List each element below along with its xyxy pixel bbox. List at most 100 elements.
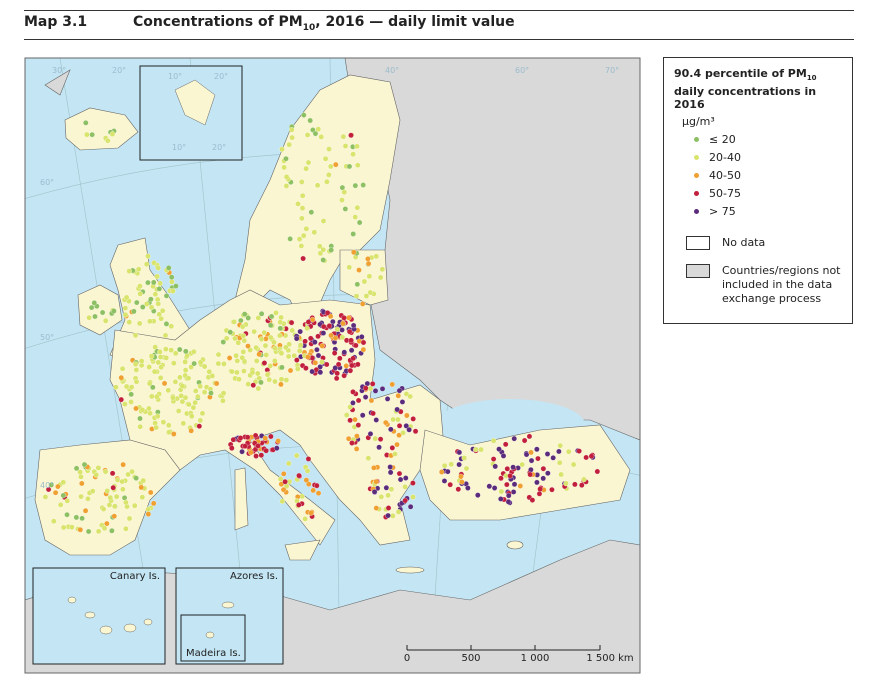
station-dot	[208, 390, 214, 396]
station-dot	[475, 492, 481, 498]
station-dot	[199, 410, 206, 417]
station-dot	[231, 319, 237, 325]
station-dot	[341, 189, 348, 195]
station-dot	[400, 430, 406, 436]
station-dot	[258, 452, 265, 458]
no-data-label: No data	[722, 236, 766, 250]
station-dot	[172, 379, 179, 385]
station-dot	[150, 500, 157, 507]
graticule-label: 20°	[214, 72, 228, 81]
station-dot	[123, 499, 129, 506]
station-dot	[296, 348, 303, 354]
station-dot	[331, 350, 338, 356]
no-data-swatch	[686, 236, 710, 251]
station-dot	[160, 419, 167, 425]
legend-dot	[694, 209, 699, 215]
station-dot	[594, 468, 601, 475]
station-dot	[201, 389, 208, 395]
station-dot	[84, 131, 90, 138]
station-dot	[367, 431, 374, 437]
legend-item: 20-40	[674, 151, 842, 164]
station-dot	[132, 361, 139, 367]
station-dot	[502, 441, 509, 448]
station-dot	[354, 162, 361, 168]
station-dot	[346, 163, 353, 170]
station-dot	[277, 332, 283, 339]
station-dot	[213, 380, 220, 387]
station-dot	[523, 451, 530, 458]
station-dot	[312, 339, 318, 345]
station-dot	[78, 493, 84, 500]
station-dot	[285, 353, 292, 360]
station-dot	[241, 311, 248, 317]
station-dot	[137, 291, 143, 297]
legend-dot	[694, 173, 699, 179]
scale-label: 1 000	[521, 653, 550, 664]
station-dot	[583, 454, 589, 461]
station-dot	[277, 325, 284, 332]
station-dot	[534, 446, 540, 453]
station-dot	[373, 505, 380, 511]
station-dot	[140, 304, 146, 310]
station-dot	[317, 369, 324, 375]
station-dot	[373, 478, 379, 485]
station-dot	[326, 323, 333, 329]
station-dot	[303, 165, 309, 172]
station-dot	[152, 291, 159, 297]
station-dot	[359, 301, 366, 307]
station-dot	[302, 516, 308, 522]
station-dot	[86, 314, 92, 321]
station-dot	[343, 412, 350, 418]
legend-item: 50-75	[674, 187, 842, 200]
station-dot	[157, 349, 163, 355]
station-dot	[118, 396, 124, 403]
station-dot	[191, 348, 197, 355]
station-dot	[209, 373, 216, 379]
station-dot	[64, 511, 70, 518]
station-dot	[404, 412, 410, 419]
station-dot	[526, 433, 533, 440]
station-dot	[529, 497, 536, 503]
station-dot	[158, 364, 164, 370]
station-dot	[387, 464, 393, 470]
station-dot	[383, 419, 389, 426]
station-dot	[315, 490, 322, 496]
station-dot	[234, 358, 241, 364]
station-dot	[410, 494, 416, 500]
station-dot	[354, 433, 360, 439]
station-dot	[223, 335, 230, 342]
station-dot	[360, 346, 367, 353]
station-dot	[120, 461, 126, 468]
station-dot	[101, 525, 108, 531]
station-dot	[544, 451, 551, 457]
station-dot	[302, 338, 308, 345]
station-dot	[354, 143, 360, 150]
station-dot	[461, 455, 468, 461]
station-dot	[341, 315, 347, 321]
station-dot	[258, 379, 264, 386]
station-dot	[182, 359, 188, 365]
station-dot	[146, 364, 152, 370]
station-dot	[360, 182, 366, 188]
station-dot	[131, 308, 137, 315]
station-dot	[377, 436, 384, 442]
station-dot	[133, 405, 139, 412]
station-dot	[264, 371, 271, 378]
station-dot	[373, 417, 379, 423]
station-dot	[365, 256, 371, 262]
station-dot	[355, 397, 362, 404]
station-dot	[537, 486, 543, 492]
station-dot	[157, 280, 163, 287]
station-dot	[255, 443, 261, 449]
station-dot	[128, 391, 134, 398]
station-dot	[109, 527, 115, 534]
legend-dot	[694, 155, 699, 161]
station-dot	[180, 420, 187, 427]
station-dot	[289, 134, 295, 141]
legend-item: 40-50	[674, 169, 842, 182]
station-dot	[140, 477, 147, 484]
station-dot	[139, 407, 146, 413]
station-dot	[239, 323, 246, 330]
station-dot	[274, 445, 280, 451]
station-dot	[162, 332, 169, 339]
